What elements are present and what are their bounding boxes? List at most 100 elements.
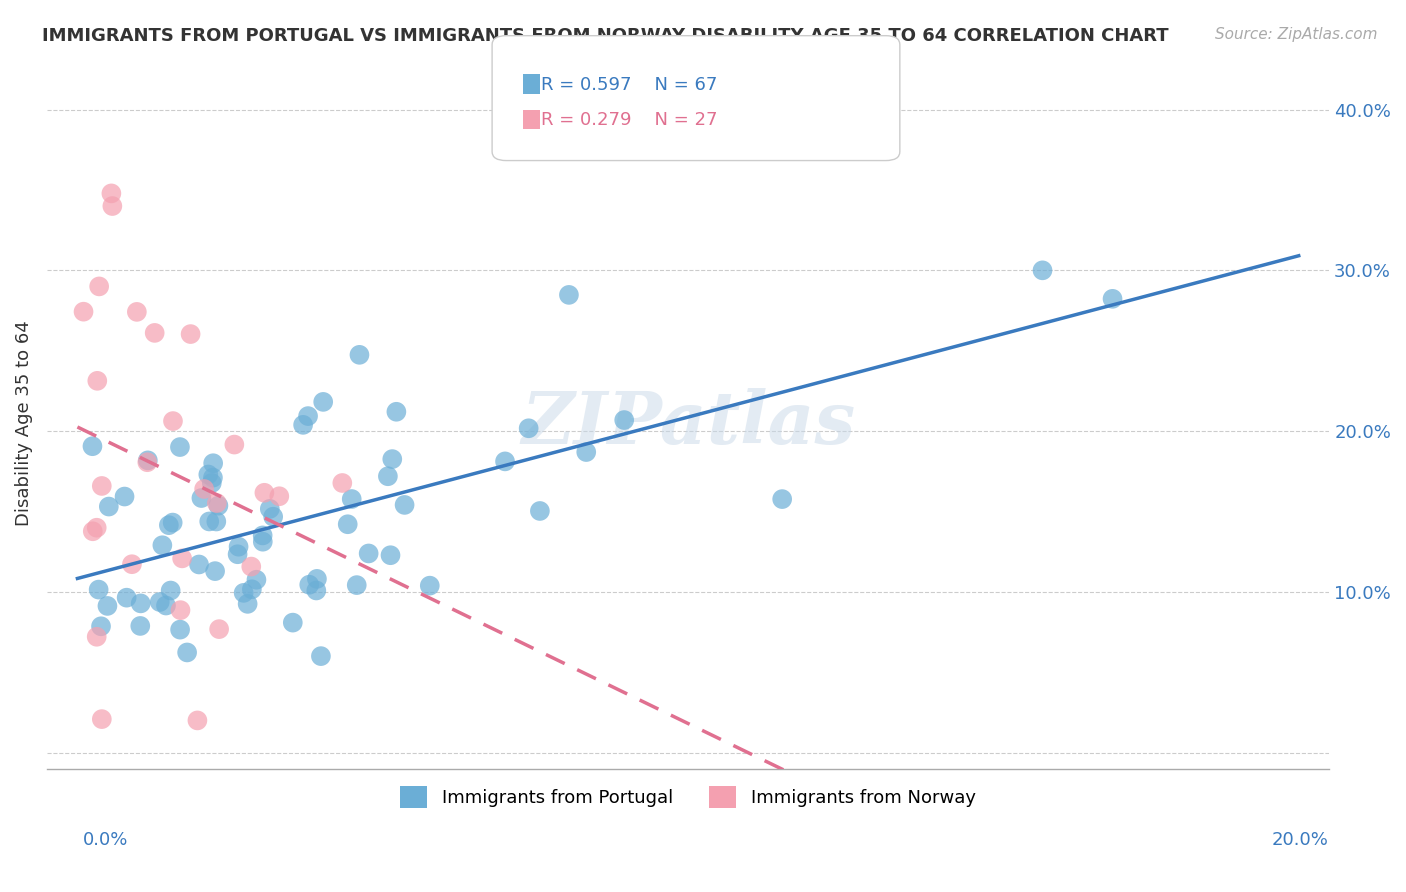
Point (377, 469, 399, 483)
Point (82, 524, 104, 539)
Point (394, 498, 416, 512)
Point (169, 440, 191, 454)
Point (349, 348, 371, 362)
Text: IMMIGRANTS FROM PORTUGAL VS IMMIGRANTS FROM NORWAY DISABILITY AGE 35 TO 64 CORRE: IMMIGRANTS FROM PORTUGAL VS IMMIGRANTS F… (42, 27, 1168, 45)
Text: Source: ZipAtlas.com: Source: ZipAtlas.com (1215, 27, 1378, 42)
Point (176, 645, 198, 659)
Point (232, 586, 254, 600)
Point (357, 546, 380, 560)
Point (253, 485, 276, 500)
Point (197, 467, 219, 482)
Point (87, 582, 110, 597)
Point (86, 630, 108, 644)
Point (770, 492, 793, 507)
Point (207, 499, 229, 513)
Y-axis label: Disability Age 35 to 64: Disability Age 35 to 64 (15, 320, 32, 526)
Point (159, 583, 181, 598)
Point (281, 615, 304, 630)
Point (330, 475, 353, 490)
Point (125, 305, 148, 319)
Point (114, 490, 136, 504)
Point (121, 558, 143, 572)
Point (205, 496, 228, 510)
Point (292, 417, 315, 432)
Text: R = 0.597    N = 67: R = 0.597 N = 67 (541, 76, 717, 94)
Point (186, 714, 208, 728)
Point (309, 649, 332, 664)
Point (115, 591, 138, 605)
Point (262, 509, 284, 524)
Point (613, 413, 636, 427)
Point (162, 414, 184, 428)
Point (180, 327, 202, 342)
Point (558, 288, 581, 302)
Point (208, 622, 231, 636)
Point (224, 437, 246, 451)
Point (575, 445, 598, 459)
Point (346, 578, 368, 592)
Point (101, 199, 124, 213)
Point (90, 619, 112, 633)
Point (305, 583, 328, 598)
Point (419, 579, 441, 593)
Point (1031, 263, 1053, 277)
Point (380, 548, 402, 562)
Point (236, 597, 259, 611)
Point (169, 623, 191, 637)
Point (82, 439, 104, 453)
Point (204, 564, 226, 578)
Point (312, 395, 335, 409)
Point (201, 470, 224, 484)
Point (149, 595, 172, 609)
Point (259, 501, 281, 516)
Point (226, 547, 249, 561)
Point (188, 558, 211, 572)
Point (169, 603, 191, 617)
Point (97, 500, 120, 514)
Point (494, 454, 516, 468)
Point (205, 515, 228, 529)
Text: ZIPatlas: ZIPatlas (522, 387, 855, 458)
Point (90, 479, 112, 493)
Point (517, 421, 540, 435)
Point (129, 619, 152, 633)
Point (336, 517, 359, 532)
Point (252, 534, 274, 549)
Point (198, 515, 221, 529)
Point (297, 409, 319, 423)
Point (90, 712, 112, 726)
Text: 0.0%: 0.0% (83, 831, 128, 849)
Point (228, 540, 250, 554)
Point (1101, 292, 1123, 306)
Point (529, 504, 551, 518)
Point (136, 455, 159, 469)
Point (86, 521, 108, 535)
Point (72, 304, 94, 318)
Point (129, 596, 152, 610)
Text: 20.0%: 20.0% (1272, 831, 1329, 849)
Point (157, 518, 180, 533)
Point (245, 573, 267, 587)
Point (96, 599, 118, 613)
Point (305, 572, 328, 586)
Point (190, 491, 212, 505)
Point (89, 279, 111, 293)
Legend: Immigrants from Portugal, Immigrants from Norway: Immigrants from Portugal, Immigrants fro… (394, 779, 983, 815)
Point (100, 186, 122, 201)
Point (155, 599, 177, 613)
Point (269, 489, 291, 503)
Point (193, 482, 215, 496)
Point (143, 326, 166, 340)
Point (201, 475, 224, 490)
Point (381, 452, 404, 467)
Point (252, 528, 274, 542)
Text: R = 0.279    N = 27: R = 0.279 N = 27 (541, 112, 718, 129)
Point (340, 491, 363, 506)
Point (240, 559, 263, 574)
Point (202, 456, 225, 470)
Point (150, 538, 173, 552)
Point (136, 453, 159, 467)
Point (240, 582, 263, 597)
Point (162, 516, 184, 530)
Point (86, 374, 108, 388)
